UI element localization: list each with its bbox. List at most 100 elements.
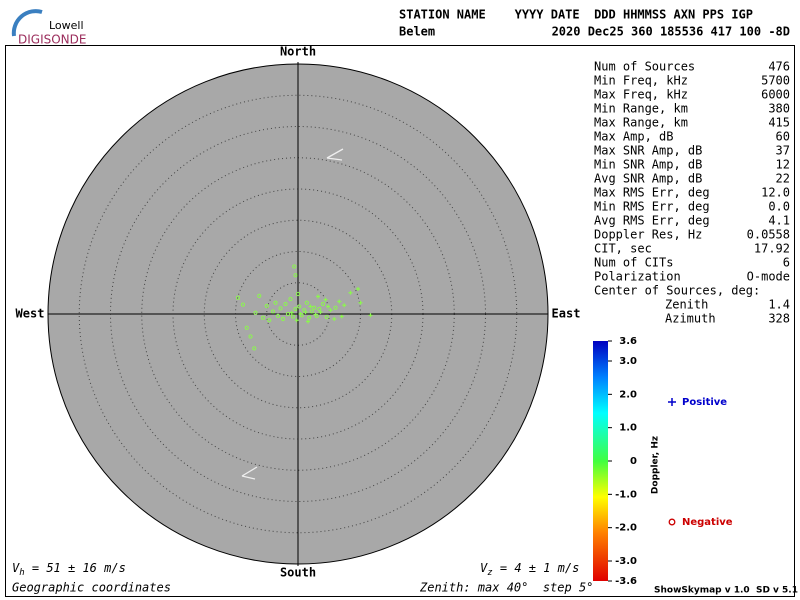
source-circle	[267, 318, 272, 323]
stat-value: 37	[776, 144, 790, 158]
stat-label: Num of CITs	[594, 256, 673, 270]
velocity-arrow	[326, 148, 344, 161]
colorbar-tick-label: 0	[630, 456, 637, 467]
colorbar-tick-label: -2.0	[615, 523, 637, 534]
source-circle	[320, 301, 326, 307]
stat-value: 12	[776, 158, 790, 172]
source-circle	[253, 310, 258, 315]
stat-value: 328	[768, 312, 790, 326]
source-plus	[308, 304, 313, 309]
source-plus	[323, 297, 328, 302]
header-columns: STATION NAME YYYY DATE DDD HHMMSS AXN PP…	[399, 8, 753, 22]
vh-label: Vh = 51 ± 16 m/s	[12, 561, 126, 578]
stat-label: Polarization	[594, 270, 681, 284]
source-plus	[326, 304, 330, 309]
version-label: ShowSkymap v 1.0 SD v 5.1	[654, 586, 798, 596]
velocity-arrow	[241, 466, 258, 480]
source-circle	[275, 313, 281, 318]
logo-swoosh	[11, 9, 43, 37]
stat-label: Min RMS Err, deg	[594, 200, 710, 214]
stat-label: Center of Sources, deg:	[594, 284, 760, 298]
colorbar-tick-label: 1.0	[619, 423, 637, 434]
stat-label: Min Freq, kHz	[594, 74, 688, 88]
source-circle	[290, 314, 296, 319]
source-circle	[304, 300, 309, 305]
stat-value: O-mode	[747, 270, 790, 284]
source-circle	[293, 306, 298, 312]
source-circle	[309, 309, 314, 314]
direction-label: West	[16, 307, 45, 321]
source-circle	[264, 303, 269, 308]
stat-value: 0.0558	[747, 228, 790, 242]
source-circle	[273, 300, 278, 305]
source-plus	[318, 310, 323, 315]
source-circle	[324, 315, 329, 320]
stat-value: 476	[768, 60, 790, 74]
direction-label: North	[280, 45, 316, 59]
source-plus	[294, 318, 299, 323]
source-circle	[312, 305, 317, 310]
logo-top: Lowell	[49, 19, 84, 32]
source-circle	[297, 304, 302, 309]
source-circle	[283, 301, 288, 307]
source-circle	[248, 334, 253, 339]
source-circle	[288, 296, 293, 302]
source-plus	[306, 319, 310, 324]
stat-value: 0.0	[768, 200, 790, 214]
stat-label: Max SNR Amp, dB	[594, 144, 702, 158]
stat-label: Num of Sources	[594, 60, 695, 74]
source-plus	[342, 303, 347, 308]
stat-label: Avg RMS Err, deg	[594, 214, 710, 228]
source-circle	[260, 315, 266, 320]
source-circle	[314, 313, 319, 318]
legend-marker	[668, 398, 676, 406]
stat-value: 415	[768, 116, 790, 130]
colorbar	[593, 341, 608, 581]
stat-label: Azimuth	[665, 312, 716, 326]
stat-value: 380	[768, 102, 790, 116]
source-plus	[337, 299, 342, 304]
stat-label: Min SNR Amp, dB	[594, 158, 702, 172]
source-circle	[244, 325, 249, 330]
colorbar-tick-label: 3.6	[619, 336, 637, 347]
zenith-label: Zenith: max 40° step 5°	[419, 581, 593, 595]
source-circle	[293, 273, 298, 278]
direction-label: East	[552, 307, 581, 321]
stat-label: Max Freq, kHz	[594, 88, 688, 102]
source-plus	[339, 314, 344, 319]
source-plus	[332, 317, 337, 321]
stat-value: 4.1	[768, 214, 790, 228]
source-circle	[278, 306, 283, 311]
stat-label: Avg SNR Amp, dB	[594, 172, 702, 186]
source-circle	[317, 306, 322, 312]
source-circle	[257, 293, 262, 298]
colorbar-tick-label: -3.6	[615, 576, 637, 587]
source-plus	[328, 308, 333, 313]
source-plus	[368, 313, 373, 318]
stat-label: Max RMS Err, deg	[594, 186, 710, 200]
source-circle	[240, 302, 246, 307]
source-plus	[316, 294, 320, 299]
colorbar-tick-label: -1.0	[615, 489, 637, 500]
source-plus	[289, 310, 294, 315]
stat-label: Max Amp, dB	[594, 130, 673, 144]
source-circle	[333, 305, 338, 310]
stat-value: 6000	[761, 88, 790, 102]
stat-label: Min Range, km	[594, 102, 688, 116]
legend-marker	[668, 518, 676, 526]
legend-label: Positive	[682, 397, 727, 408]
stat-label: Zenith	[665, 298, 708, 312]
legend-label: Negative	[682, 517, 733, 528]
source-circle	[270, 309, 276, 314]
stat-value: 12.0	[761, 186, 790, 200]
colorbar-label: Doppler, Hz	[651, 436, 661, 494]
source-circle	[252, 346, 257, 351]
source-plus	[356, 287, 360, 291]
stat-value: 22	[776, 172, 790, 186]
colorbar-tick-label: 3.0	[619, 356, 637, 367]
source-circle	[280, 316, 286, 322]
station-name: Belem	[399, 25, 435, 39]
stat-value: 1.4	[768, 298, 790, 312]
stat-label: Doppler Res, Hz	[594, 228, 702, 242]
